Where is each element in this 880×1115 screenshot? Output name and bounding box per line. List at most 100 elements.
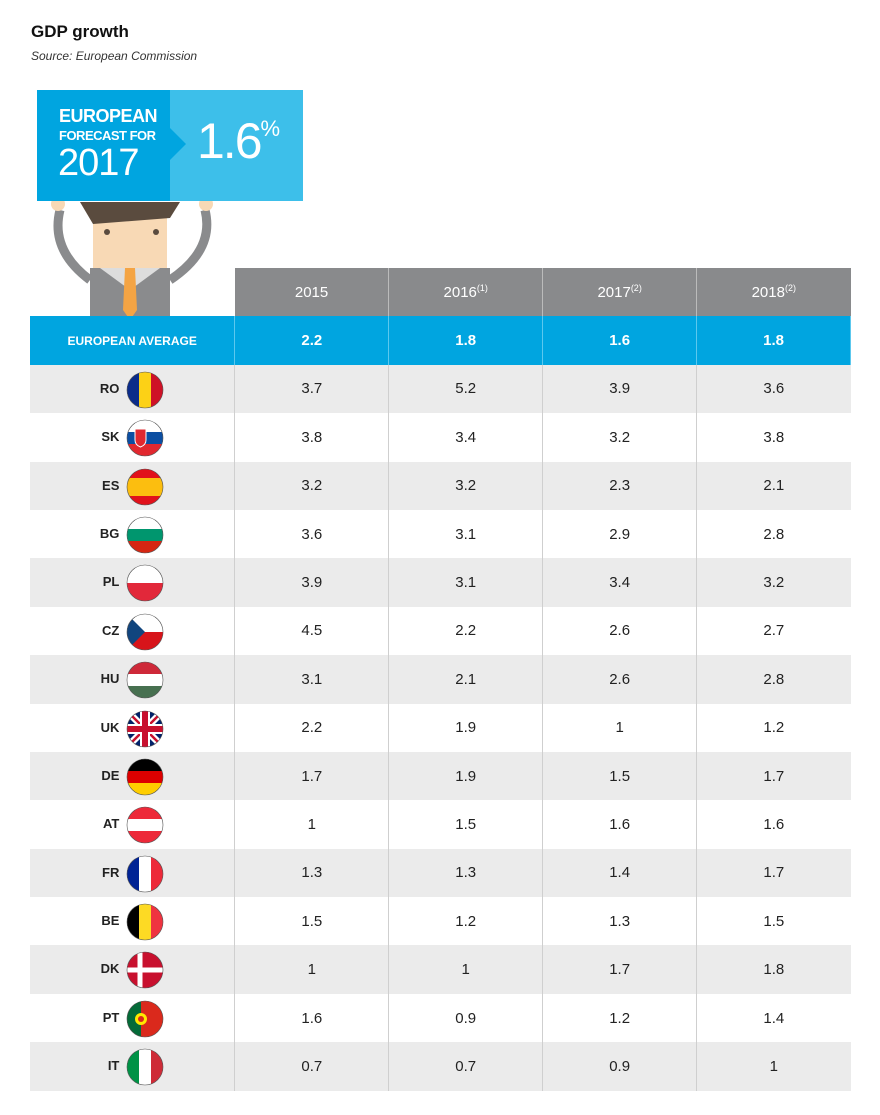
value-cell: 1.4 bbox=[696, 993, 851, 1043]
country-code: DE bbox=[101, 767, 120, 783]
country-cell: FR bbox=[30, 848, 236, 898]
table-row-it: IT 0.7 0.7 0.9 1 bbox=[30, 1042, 851, 1091]
country-cell: PT bbox=[30, 993, 236, 1043]
table-row-es: ES 3.2 3.2 2.3 2.1 bbox=[30, 461, 851, 510]
table-row-dk: DK 1 1 1.7 1.8 bbox=[30, 945, 851, 994]
value-cell: 3.2 bbox=[696, 558, 851, 607]
column-note: (2) bbox=[630, 283, 642, 294]
table-row-hu: HU 3.1 2.1 2.6 2.8 bbox=[30, 655, 851, 704]
value-cell: 3.1 bbox=[388, 509, 544, 559]
flag-at-icon bbox=[126, 806, 164, 848]
banner-year: 2017 bbox=[58, 142, 140, 184]
banner-line1: EUROPEAN bbox=[59, 106, 158, 126]
table-row-be: BE 1.5 1.2 1.3 1.5 bbox=[30, 897, 851, 946]
country-cell: RO bbox=[30, 364, 236, 414]
value-cell: 1.2 bbox=[696, 703, 851, 752]
column-header-2015: 2015 bbox=[234, 268, 390, 317]
value-cell: 1.8 bbox=[696, 945, 851, 994]
banner-line2: FORECAST FOR bbox=[59, 128, 156, 143]
source-caption: Source: European Commission bbox=[31, 49, 198, 63]
column-note: (1) bbox=[476, 283, 488, 294]
table-row-cz: CZ 4.5 2.2 2.6 2.7 bbox=[30, 606, 851, 656]
value-cell: 2.2 bbox=[388, 606, 544, 656]
country-code: ES bbox=[102, 477, 120, 493]
table-row-sk: SK 3.8 3.4 3.2 3.8 bbox=[30, 413, 851, 462]
average-value: 2.2 bbox=[234, 316, 390, 365]
man-illustration bbox=[51, 197, 213, 320]
country-code: BE bbox=[101, 913, 120, 929]
flag-ro-icon bbox=[126, 371, 164, 413]
value-cell: 2.9 bbox=[542, 509, 698, 559]
flag-cz-icon bbox=[126, 613, 164, 655]
value-cell: 2.2 bbox=[234, 703, 390, 752]
table-row-ro: RO 3.7 5.2 3.9 3.6 bbox=[30, 364, 851, 414]
value-cell: 2.7 bbox=[696, 606, 851, 656]
column-year: 2015 bbox=[294, 284, 329, 302]
column-header-2018: 2018(2) bbox=[696, 268, 851, 317]
value-cell: 0.9 bbox=[388, 993, 544, 1043]
average-row: EUROPEAN AVERAGE 2.2 1.8 1.6 1.8 bbox=[30, 316, 851, 365]
table-row-de: DE 1.7 1.9 1.5 1.7 bbox=[30, 751, 851, 801]
value-cell: 1.7 bbox=[542, 945, 698, 994]
value-cell: 3.8 bbox=[234, 413, 390, 462]
value-cell: 0.7 bbox=[234, 1042, 390, 1091]
table-row-pl: PL 3.9 3.1 3.4 3.2 bbox=[30, 558, 851, 607]
country-cell: DK bbox=[30, 945, 236, 994]
value-cell: 3.4 bbox=[388, 413, 544, 462]
column-header-2017: 2017(2) bbox=[542, 268, 698, 317]
value-cell: 2.8 bbox=[696, 655, 851, 704]
value-cell: 1.5 bbox=[388, 800, 544, 849]
value-cell: 1.7 bbox=[696, 751, 851, 801]
value-cell: 1.5 bbox=[696, 897, 851, 946]
corner-cell bbox=[30, 268, 235, 316]
country-cell: PL bbox=[30, 558, 236, 607]
value-cell: 0.9 bbox=[542, 1042, 698, 1091]
value-cell: 2.3 bbox=[542, 461, 698, 510]
country-code: IT bbox=[107, 1058, 120, 1074]
value-cell: 2.8 bbox=[696, 509, 851, 559]
value-cell: 1.7 bbox=[696, 848, 851, 898]
column-year: 2018 bbox=[751, 284, 785, 302]
country-code: AT bbox=[103, 816, 120, 832]
value-cell: 4.5 bbox=[234, 606, 390, 656]
country-cell: HU bbox=[30, 655, 236, 704]
country-cell: UK bbox=[30, 703, 236, 752]
column-note: (2) bbox=[784, 283, 796, 294]
value-cell: 3.2 bbox=[234, 461, 390, 510]
value-cell: 1 bbox=[388, 945, 544, 994]
country-code: BG bbox=[99, 525, 120, 541]
value-cell: 1.4 bbox=[542, 848, 698, 898]
value-cell: 1.3 bbox=[388, 848, 544, 898]
value-cell: 2.1 bbox=[388, 655, 544, 704]
flag-sk-icon bbox=[126, 419, 164, 461]
page-title: GDP growth bbox=[31, 22, 129, 41]
flag-pt-icon bbox=[126, 1000, 164, 1042]
country-cell: IT bbox=[30, 1042, 236, 1091]
value-cell: 3.2 bbox=[542, 413, 698, 462]
flag-it-icon bbox=[126, 1048, 164, 1090]
value-cell: 3.7 bbox=[234, 364, 390, 414]
value-cell: 1.3 bbox=[234, 848, 390, 898]
country-code: SK bbox=[101, 429, 120, 445]
value-cell: 0.7 bbox=[388, 1042, 544, 1091]
country-code: CZ bbox=[102, 622, 120, 638]
flag-de-icon bbox=[126, 758, 164, 800]
value-cell: 1.6 bbox=[696, 800, 851, 849]
country-code: FR bbox=[102, 864, 120, 880]
value-cell: 1.2 bbox=[542, 993, 698, 1043]
column-year: 2016 bbox=[443, 284, 477, 302]
country-cell: DE bbox=[30, 751, 236, 801]
country-code: DK bbox=[100, 961, 120, 977]
forecast-banner: EUROPEAN FORECAST FOR 2017 1.6% bbox=[37, 90, 303, 201]
country-code: PT bbox=[102, 1009, 120, 1025]
average-value: 1.6 bbox=[542, 316, 698, 365]
value-cell: 1 bbox=[542, 703, 698, 752]
value-cell: 1.6 bbox=[542, 800, 698, 849]
country-cell: CZ bbox=[30, 606, 236, 656]
column-header-2016: 2016(1) bbox=[388, 268, 544, 317]
value-cell: 1 bbox=[234, 800, 390, 849]
value-cell: 1.5 bbox=[542, 751, 698, 801]
column-year: 2017 bbox=[597, 284, 631, 302]
value-cell: 3.6 bbox=[696, 364, 851, 414]
value-cell: 3.9 bbox=[234, 558, 390, 607]
